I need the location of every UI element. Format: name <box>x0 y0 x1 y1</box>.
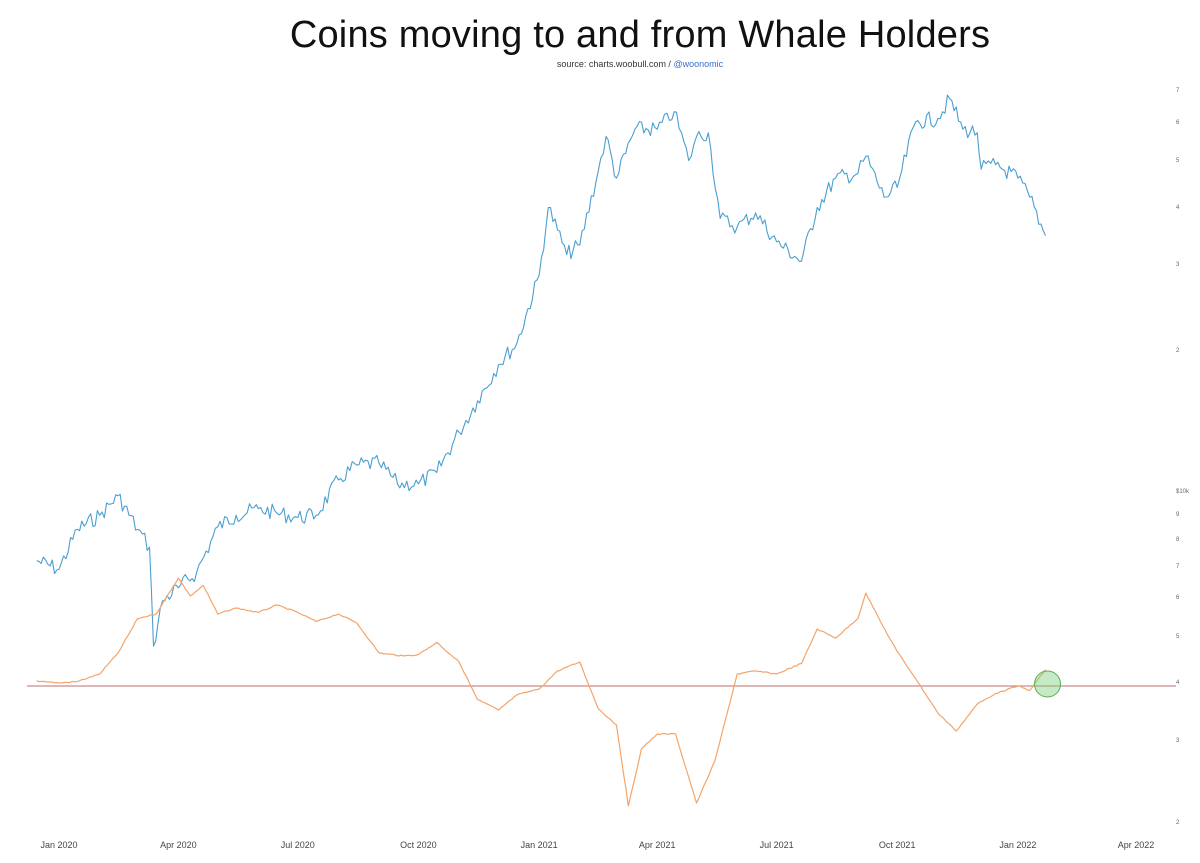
y-tick-label: 6 <box>1176 120 1180 126</box>
y-tick-label: 4 <box>1176 680 1180 686</box>
y-tick-label: 7 <box>1176 88 1180 94</box>
x-axis-ticks: Jan 2020 Apr 2020 Jul 2020 Oct 2020 Jan 2021… <box>40 840 1154 850</box>
x-tick-label: Apr 2021 <box>639 840 676 850</box>
x-tick-label: Oct 2020 <box>400 840 437 850</box>
y-tick-label: 3 <box>1176 262 1180 268</box>
x-tick-label: Jul 2021 <box>760 840 794 850</box>
y-tick-label: 9 <box>1176 512 1180 518</box>
y-axis-ticks: 7 6 5 4 3 2 $10k 9 8 7 6 5 4 3 2 <box>1176 88 1190 826</box>
y-tick-label: 2 <box>1176 820 1180 826</box>
y-tick-label: 3 <box>1176 738 1180 744</box>
y-tick-label: 6 <box>1176 595 1180 601</box>
y-tick-label: $10k <box>1176 489 1190 495</box>
y-tick-label: 5 <box>1176 158 1180 164</box>
oscillator-series-layer <box>36 577 1046 807</box>
y-tick-label: 2 <box>1176 348 1180 354</box>
x-tick-label: Jan 2022 <box>999 840 1036 850</box>
price-line <box>36 94 1047 647</box>
y-tick-label: 5 <box>1176 634 1180 640</box>
chart-title: Coins moving to and from Whale Holders <box>289 14 991 56</box>
price-series-layer <box>36 94 1047 647</box>
x-tick-label: Jan 2021 <box>521 840 558 850</box>
y-tick-label: 8 <box>1176 537 1180 543</box>
oscillator-line <box>36 577 1046 807</box>
latest-point-highlight <box>1034 670 1061 698</box>
source-text: source: charts.woobull.com / <box>556 59 674 69</box>
x-tick-label: Oct 2021 <box>879 840 916 850</box>
y-tick-label: 4 <box>1176 205 1180 211</box>
x-tick-label: Apr 2022 <box>1118 840 1155 850</box>
source-handle-link[interactable]: @woonomic <box>673 59 724 69</box>
highlight-layer <box>1034 670 1061 698</box>
x-tick-label: Apr 2020 <box>160 840 197 850</box>
y-tick-label: 7 <box>1176 564 1180 570</box>
x-tick-label: Jul 2020 <box>281 840 315 850</box>
x-tick-label: Jan 2020 <box>40 840 77 850</box>
source-line: source: charts.woobull.com / @woonomic <box>0 59 1200 69</box>
